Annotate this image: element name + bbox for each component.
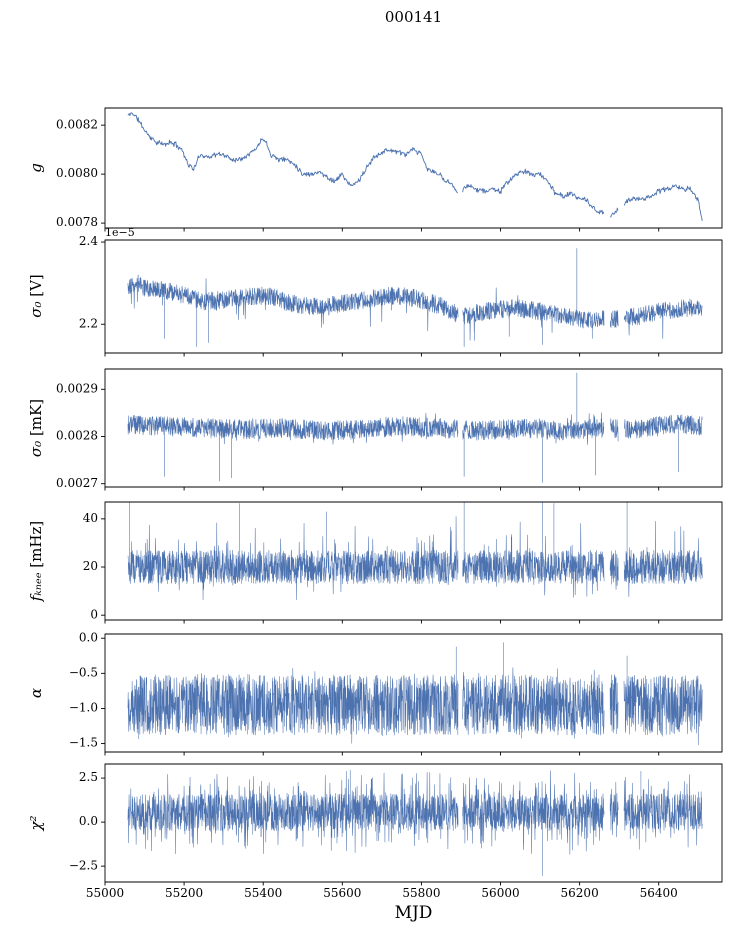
panel-fknee-region — [105, 502, 722, 620]
ylabel-sigma0-v-symbol: σ₀ — [27, 301, 45, 318]
ylabel-g: g — [27, 163, 45, 173]
xaxis-label: MJD — [394, 903, 433, 923]
ylabel-chi2-symbol: χ² — [27, 815, 45, 831]
panel-g-region — [105, 108, 722, 228]
panel-sigma0-v-region — [105, 240, 722, 353]
ylabel-fknee-unit: [mHz] — [27, 520, 45, 573]
ylabel-sigma0-mk-symbol: σ₀ — [27, 440, 45, 458]
figure-title: 000141 — [384, 8, 443, 26]
ylabel-chi2: χ² — [27, 815, 45, 830]
panel-chi2-region — [105, 764, 722, 882]
ylabel-sigma0-mk: σ₀ [mK] — [27, 399, 45, 457]
ylabel-alpha: α — [27, 688, 45, 698]
panel-alpha-region — [105, 634, 722, 752]
ylabel-fknee: fₖₙₑₑ [mHz] — [27, 521, 45, 601]
ylabel-g-symbol: g — [27, 163, 45, 173]
axis-offset-label: 1e−5 — [105, 226, 135, 239]
ylabel-alpha-symbol: α — [27, 687, 45, 699]
panel-sigma0-mk-region — [105, 369, 722, 487]
ylabel-sigma0-v: σ₀ [V] — [27, 274, 45, 318]
ylabel-fknee-symbol: fₖₙₑₑ — [27, 572, 45, 602]
ylabel-sigma0-mk-unit: [mK] — [27, 398, 45, 441]
ylabel-sigma0-v-unit: [V] — [27, 274, 45, 302]
